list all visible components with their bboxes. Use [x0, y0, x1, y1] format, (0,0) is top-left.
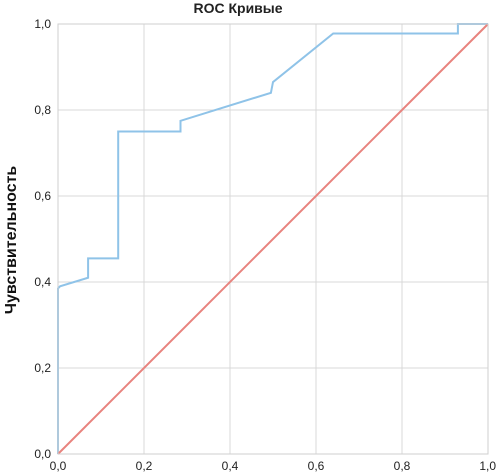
y-tick-label: 0,6: [34, 189, 51, 203]
y-tick-label: 0,4: [34, 275, 51, 289]
grid-lines: [58, 24, 488, 454]
y-tick-label: 1,0: [34, 17, 51, 31]
x-tick-label: 0,0: [50, 459, 67, 473]
x-tick-label: 0,2: [136, 459, 153, 473]
y-axis-title: Чувствительность: [3, 166, 20, 315]
x-tick-labels: 0,0 0,2 0,4 0,6 0,8 1,0: [50, 459, 497, 473]
x-tick-label: 1,0: [479, 459, 496, 473]
series-layer: [57, 23, 489, 455]
x-tick-label: 0,8: [394, 459, 411, 473]
y-tick-label: 0,8: [34, 103, 51, 117]
plot-frame: [57, 23, 489, 455]
reference-diagonal-line: [57, 23, 489, 455]
roc-curve-line: [57, 23, 488, 454]
chart-title: ROC Кривые: [193, 0, 282, 16]
x-tick-label: 0,6: [308, 459, 325, 473]
x-tick-label: 0,4: [222, 459, 239, 473]
y-tick-labels: 0,0 0,2 0,4 0,6 0,8 1,0: [34, 17, 51, 461]
y-tick-label: 0,0: [34, 447, 51, 461]
y-tick-label: 0,2: [34, 361, 51, 375]
